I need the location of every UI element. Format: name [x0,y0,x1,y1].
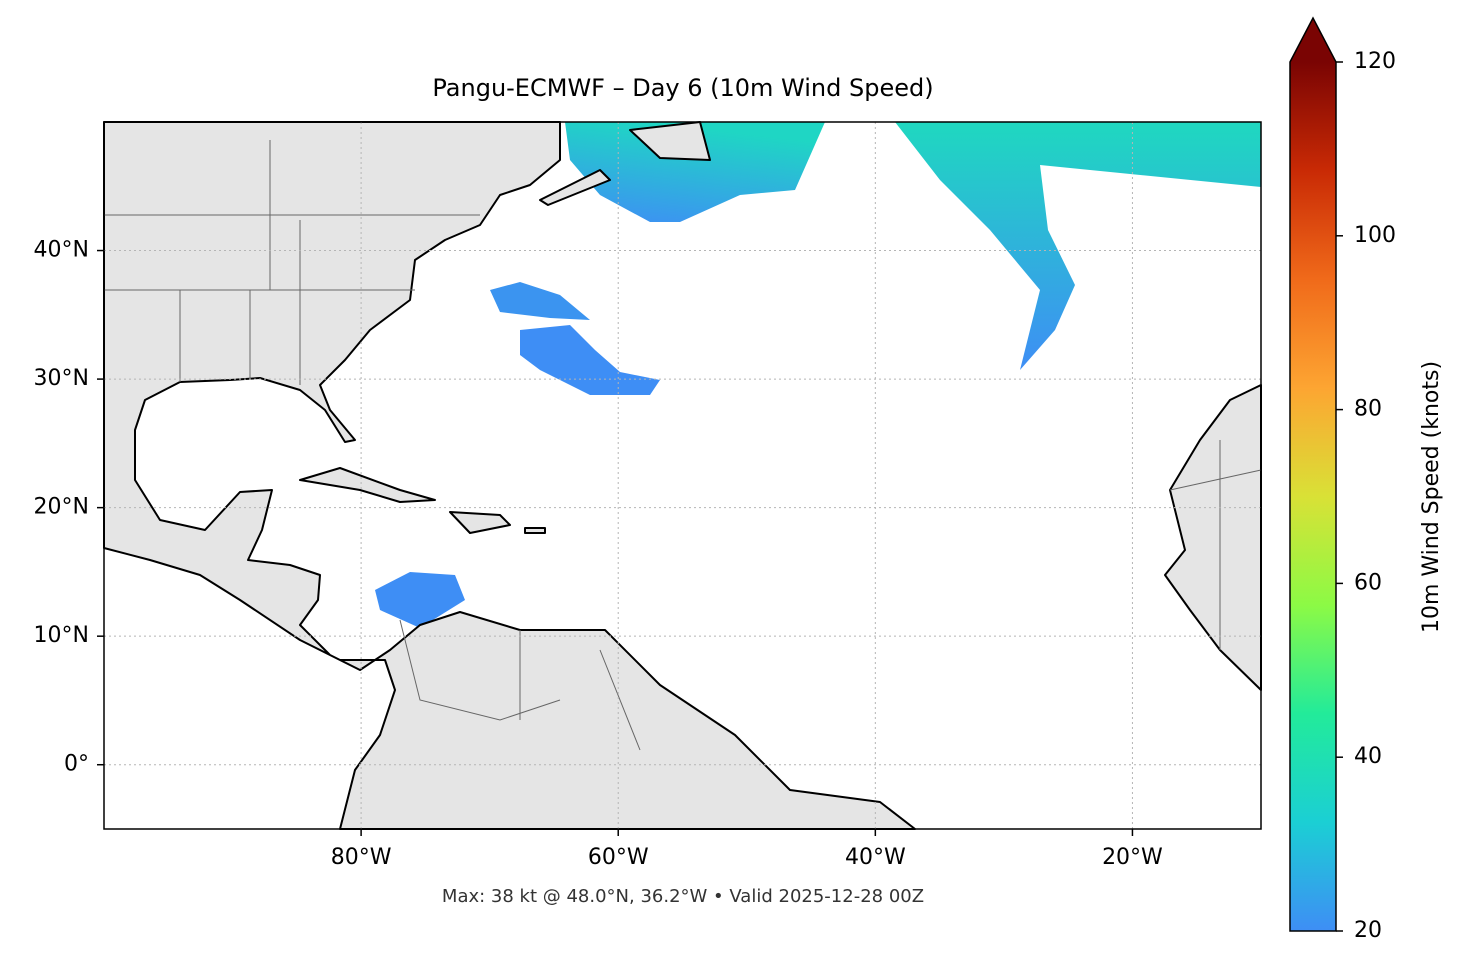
y-tick-label: 10°N [34,623,89,648]
chart-title: Pangu-ECMWF – Day 6 (10m Wind Speed) [432,74,933,102]
colorbar-tick-label: 80 [1354,397,1382,422]
colorbar-tick-label: 40 [1354,744,1382,769]
colorbar: 20 40 60 80 100 120 [1289,16,1396,943]
x-tick-label: 80°W [331,845,392,870]
wind-field [490,282,590,320]
island [299,467,436,503]
island [449,511,511,534]
y-tick-label: 30°N [34,366,89,391]
y-tick-label: 20°N [34,495,89,520]
colorbar-label: 10m Wind Speed (knots) [1419,361,1444,633]
y-tick-label: 40°N [34,238,89,263]
land [103,121,916,830]
colorbar-scale [1290,62,1336,931]
borders [104,140,1262,751]
island [524,527,546,534]
wind-field [375,572,465,628]
colorbar-frame [1289,16,1337,932]
colorbar-tick-label: 100 [1354,223,1396,248]
island [539,169,611,206]
colorbar-tick-label: 20 [1354,918,1382,943]
map-area [103,121,1262,830]
plot-frame [103,121,1262,830]
wind-field [895,122,1261,370]
colorbar-tick-label: 120 [1354,49,1396,74]
x-tick-label: 20°W [1102,845,1163,870]
wind-field [565,122,825,222]
colorbar-extend [1290,18,1336,62]
island [629,121,711,161]
y-tick-label: 0° [64,752,89,777]
annotation: Max: 38 kt @ 48.0°N, 36.2°W • Valid 2025… [442,886,924,907]
wind-field [520,325,660,395]
colorbar-tick-label: 60 [1354,570,1382,595]
land [1164,384,1262,691]
x-tick-label: 40°W [845,845,906,870]
x-tick-label: 60°W [588,845,649,870]
